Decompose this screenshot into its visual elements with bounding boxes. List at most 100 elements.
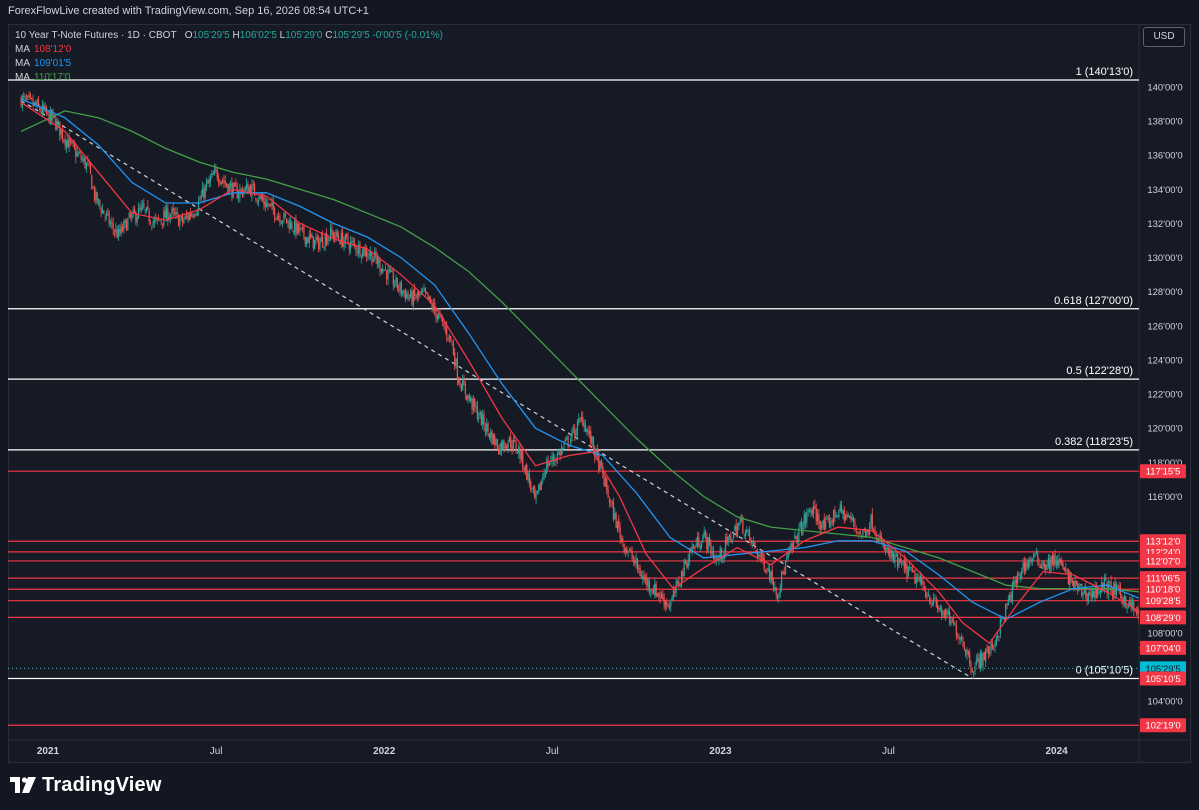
candle-body xyxy=(535,493,537,499)
candle-body xyxy=(1073,580,1075,588)
candle-body xyxy=(228,184,230,195)
tradingview-branding[interactable]: TradingView xyxy=(10,772,162,798)
candle-body xyxy=(430,298,432,303)
fib-low-label: 105'10'5 xyxy=(1145,674,1180,685)
candle-body xyxy=(83,158,85,162)
candle-body xyxy=(949,611,951,624)
candle-body xyxy=(644,578,647,581)
candle-body xyxy=(982,652,984,668)
candle-body xyxy=(532,486,535,489)
candle-body xyxy=(534,486,536,498)
candle-body xyxy=(963,645,965,650)
candle-body xyxy=(192,215,194,217)
candle-body xyxy=(857,531,859,533)
candle-body xyxy=(1192,614,1193,615)
candle-body xyxy=(474,398,476,407)
x-tick-label: 2021 xyxy=(37,746,60,757)
candle-body xyxy=(491,430,493,445)
candle-body xyxy=(240,188,242,190)
candle-body xyxy=(103,210,105,215)
candle-body xyxy=(983,653,985,661)
candle-body xyxy=(909,567,911,569)
candle-body xyxy=(418,291,420,296)
candle-body xyxy=(428,296,430,300)
candle-body xyxy=(977,658,979,662)
candle-body xyxy=(342,232,344,247)
candle-body xyxy=(229,183,232,186)
x-tick-label: 2022 xyxy=(373,746,396,757)
legend-ma-fast[interactable]: MA 108'12'0 xyxy=(15,43,443,57)
candle-body xyxy=(610,501,612,503)
candle-body xyxy=(99,200,101,206)
candle-body xyxy=(217,177,220,183)
candle-body xyxy=(31,98,33,100)
candle-body xyxy=(490,432,492,439)
candle-body xyxy=(771,569,773,584)
candle-body xyxy=(563,443,565,446)
candle-body xyxy=(1027,560,1029,569)
candle-body xyxy=(524,464,527,471)
x-tick-label: 2023 xyxy=(709,746,732,757)
candle-body xyxy=(1111,591,1114,597)
ma-fast-line[interactable] xyxy=(20,101,1199,645)
candle-body xyxy=(35,102,37,106)
candle-body xyxy=(267,203,269,206)
candle-body xyxy=(877,538,879,542)
candle-body xyxy=(79,151,81,154)
candle-body xyxy=(862,530,864,536)
candle-body xyxy=(344,234,346,244)
candle-body xyxy=(518,446,520,454)
candle-body xyxy=(810,509,812,514)
candle-body xyxy=(1051,555,1053,565)
ma-slow-line[interactable] xyxy=(20,110,1199,602)
candle-body xyxy=(858,532,860,534)
candle-body xyxy=(687,559,689,568)
candle-body xyxy=(263,197,265,205)
candle-body xyxy=(503,441,505,448)
candle-body xyxy=(634,561,636,564)
ma-slow-label: MA xyxy=(15,72,30,83)
candle-body xyxy=(659,596,661,599)
candle-body xyxy=(67,139,69,148)
candle-body xyxy=(1187,617,1188,619)
candle-body xyxy=(815,507,817,522)
candle-body xyxy=(478,417,480,419)
candle-body xyxy=(716,557,719,559)
candle-body xyxy=(1075,580,1077,585)
candle-body xyxy=(688,550,691,562)
symbol-label[interactable]: 10 Year T-Note Futures · 1D · CBOT xyxy=(15,30,177,41)
candle-body xyxy=(24,96,26,98)
candle-body xyxy=(68,138,70,147)
candle-body xyxy=(368,254,370,256)
candle-body xyxy=(181,215,184,223)
candle-body xyxy=(526,464,528,481)
candle-body xyxy=(735,525,737,537)
candle-body xyxy=(1014,579,1016,586)
candle-body xyxy=(699,546,701,549)
legend-ma-mid[interactable]: MA 109'01'5 xyxy=(15,57,443,71)
candle-body xyxy=(177,214,180,227)
candle-body xyxy=(795,536,797,538)
candle-body xyxy=(619,527,621,539)
candle-body xyxy=(438,313,440,319)
legend-ma-slow[interactable]: MA 110'17'0 xyxy=(15,71,443,85)
candle-body xyxy=(511,445,513,450)
candle-body xyxy=(680,570,683,586)
candle-body xyxy=(492,434,494,445)
ma-mid-line[interactable] xyxy=(20,98,1199,621)
candle-body xyxy=(144,209,146,211)
open-label: O xyxy=(184,30,193,41)
candle-body xyxy=(204,185,206,198)
candle-body xyxy=(1089,593,1091,595)
dashed-trendline[interactable] xyxy=(20,100,973,679)
candle-body xyxy=(851,517,853,520)
candle-body xyxy=(958,635,960,640)
candle-body xyxy=(463,378,465,386)
currency-button[interactable]: USD xyxy=(1143,27,1185,47)
candle-body xyxy=(384,269,386,270)
candle-body xyxy=(47,110,49,112)
candle-body xyxy=(844,515,847,521)
candle-body xyxy=(1093,591,1095,598)
candle-body xyxy=(760,551,763,558)
